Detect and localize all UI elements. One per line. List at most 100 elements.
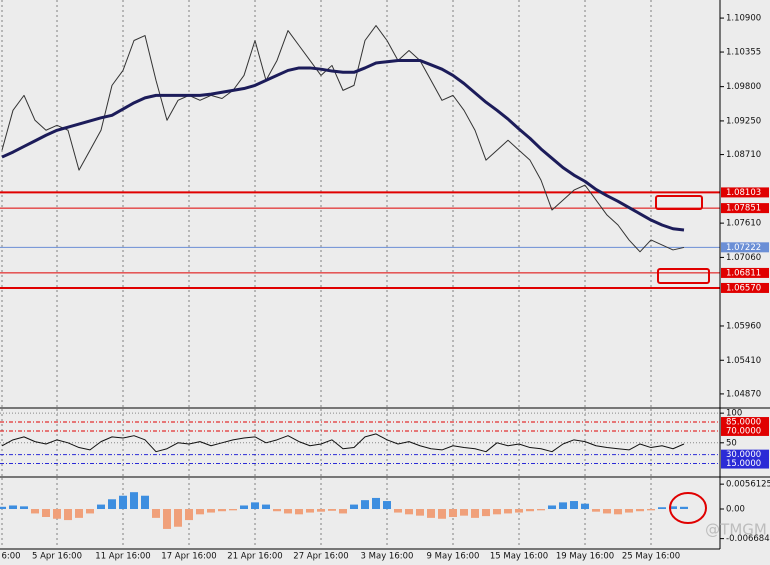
histogram-bar [317,509,325,512]
histogram-bar [449,509,457,517]
histogram-bar [537,509,545,511]
histogram-bar [460,509,468,516]
histogram-bar [427,509,435,518]
histogram-bar [20,506,28,510]
y-tick-label: 100 [726,409,742,419]
histogram-bar [295,509,303,515]
y-tick-label: 1.09800 [726,82,761,92]
histogram-bar [75,509,83,518]
y-tick-label: 0.0056125 [726,480,770,490]
histogram-bar [438,509,446,519]
histogram-bar [614,509,622,515]
y-tick-label: 1.07060 [726,253,761,263]
x-tick-label: 17 Apr 16:00 [161,552,216,562]
histogram-bar [152,509,160,518]
histogram-bar [350,504,358,510]
histogram-bar [64,509,72,521]
x-tick-label: 11 Apr 16:00 [95,552,150,562]
series-line [1,25,685,253]
x-tick-label: 27 Apr 16:00 [293,552,348,562]
histogram-bar [119,495,127,510]
histogram-bar [372,497,380,510]
histogram-bar [284,509,292,514]
histogram-bar [273,509,281,512]
level-label: 85.0000 [726,418,761,428]
histogram-bar [86,509,94,514]
histogram-bar [416,509,424,516]
level-label: 70.0000 [726,426,761,436]
histogram-bar [218,509,226,512]
level-label-box [721,425,769,436]
level-label: 15.0000 [726,459,761,469]
histogram-bar [328,509,336,511]
level-label-box [721,242,769,253]
histogram-bar [548,505,556,510]
histogram-bar [229,509,237,511]
histogram-bar [559,502,567,510]
histogram-bar [570,501,578,510]
histogram-bar [207,509,215,513]
level-label-box [721,449,769,460]
histogram-bar [669,506,677,510]
level-label-box [721,187,769,198]
histogram-bar [31,509,39,514]
x-tick-label: 6:00 [1,552,20,562]
level-label: 1.06570 [726,283,761,293]
histogram-bar [339,509,347,514]
histogram-bar [130,492,138,510]
histogram-bar [680,506,688,510]
y-tick-label: 1.07610 [726,219,761,229]
histogram-bar [647,509,655,511]
histogram-bar [240,505,248,510]
y-tick-label: 50 [726,438,737,448]
annotation-circle [669,492,707,524]
x-tick-label: 25 May 16:00 [622,552,680,562]
histogram-bar [251,502,259,510]
y-tick-label: 1.10900 [726,14,761,24]
histogram-bar [526,509,534,512]
histogram-bar [658,507,666,510]
y-tick-label: 1.08710 [726,150,761,160]
y-tick-label: 0.00 [726,505,745,515]
histogram-bar [592,509,600,512]
watermark: @TMGM [705,521,767,539]
series-line [1,58,685,232]
level-label-box [721,458,769,469]
level-label-box [721,267,769,278]
level-label-box [721,203,769,214]
level-label: 1.07851 [726,204,761,214]
level-label-box [721,282,769,293]
histogram-bar [361,500,369,510]
level-label: 1.08103 [726,188,761,198]
series-line [1,433,685,453]
level-label: 30.0000 [726,450,761,460]
histogram-bar [471,509,479,518]
x-tick-label: 15 May 16:00 [490,552,548,562]
histogram-bar [185,509,193,521]
level-label-box [721,417,769,428]
x-tick-label: 3 May 16:00 [361,552,414,562]
y-tick-label: -0.0066846 [726,534,770,544]
level-label: 1.07222 [726,243,761,253]
histogram-bar [0,506,6,510]
histogram-bar [515,509,523,513]
histogram-bar [625,509,633,513]
y-tick-label: 1.05960 [726,321,761,331]
histogram-bar [108,499,116,510]
histogram-bar [636,509,644,512]
histogram-bar [383,501,391,510]
annotation-box [655,195,703,210]
histogram-bar [97,504,105,510]
x-tick-label: 19 May 16:00 [556,552,614,562]
histogram-bar [504,509,512,514]
annotation-box [657,268,710,284]
y-tick-label: 1.05410 [726,356,761,366]
histogram-bar [9,505,17,510]
histogram-bar [306,509,314,513]
histogram-bar [53,509,61,519]
level-label: 1.06811 [726,268,761,278]
